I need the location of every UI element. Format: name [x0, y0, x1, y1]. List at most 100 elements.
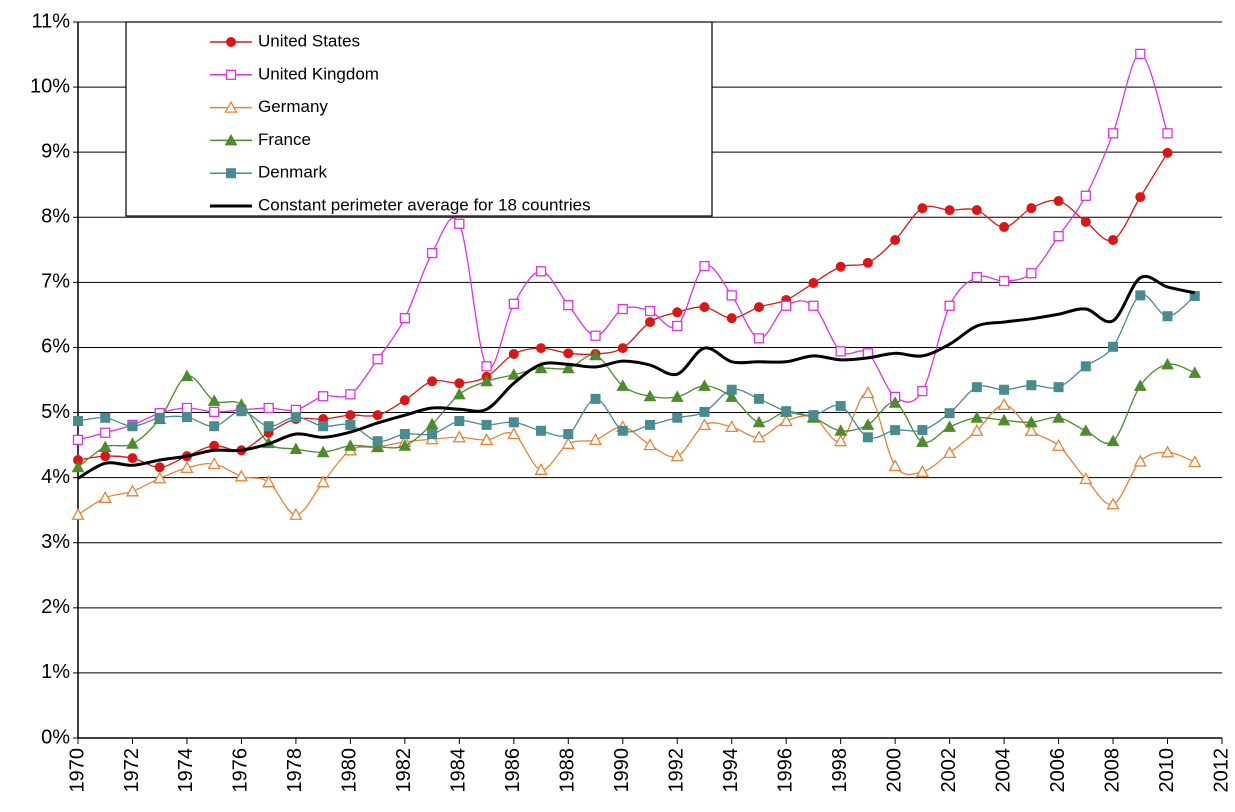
data-point [508, 417, 519, 428]
y-tick-label: 9% [41, 140, 70, 162]
data-point [563, 348, 574, 359]
data-point [890, 425, 901, 436]
marker [225, 69, 237, 80]
data-point [644, 305, 656, 317]
data-point [372, 410, 383, 421]
x-tick-label: 1994 [720, 748, 742, 793]
data-point [316, 475, 330, 488]
data-point [915, 464, 929, 477]
data-point [726, 313, 737, 324]
data-point [372, 436, 383, 447]
data-point [1162, 128, 1173, 139]
data-point [1024, 415, 1038, 428]
data-point [699, 260, 710, 272]
data-point [1106, 434, 1120, 447]
data-point [1188, 366, 1202, 378]
data-point [507, 368, 521, 380]
data-point [1053, 382, 1064, 393]
data-point [71, 507, 85, 520]
series [71, 386, 1202, 520]
data-point [888, 459, 902, 472]
data-point [563, 429, 574, 440]
data-point [127, 453, 138, 464]
data-point [834, 424, 848, 436]
data-point [480, 374, 493, 387]
data-point [808, 278, 819, 289]
data-point [834, 434, 848, 447]
y-tick-label: 6% [41, 336, 70, 358]
data-point [290, 412, 301, 423]
data-point [917, 203, 928, 214]
legend-label: United Kingdom [258, 64, 379, 83]
data-point [71, 460, 85, 473]
data-point [344, 439, 357, 451]
data-point [534, 462, 548, 475]
data-point [1080, 216, 1091, 227]
x-tick-label: 1990 [611, 748, 633, 793]
data-point [561, 436, 575, 449]
y-tick-label: 1% [41, 661, 70, 683]
data-point [835, 346, 846, 357]
data-point [209, 406, 220, 418]
data-point [316, 445, 330, 458]
y-tick-label: 2% [41, 596, 70, 618]
data-point [1079, 424, 1093, 436]
x-tick-label: 1996 [774, 748, 796, 793]
data-point [726, 384, 737, 395]
x-tick-label: 2010 [1156, 748, 1178, 793]
data-point [234, 469, 249, 482]
data-point [998, 275, 1010, 287]
x-tick-label: 1970 [66, 748, 88, 793]
data-point [643, 438, 657, 451]
data-point [262, 475, 276, 488]
data-point [752, 415, 766, 428]
data-point [1024, 423, 1038, 436]
data-point [563, 299, 574, 311]
data-point [345, 389, 356, 400]
data-point [1108, 235, 1119, 246]
data-point [427, 429, 438, 440]
data-point [317, 391, 329, 402]
data-point [590, 330, 601, 341]
data-point [808, 300, 819, 311]
data-point [236, 406, 247, 417]
data-point [100, 451, 111, 462]
data-point [263, 421, 274, 432]
data-point [725, 420, 739, 433]
legend-label: Constant perimeter average for 18 countr… [258, 195, 591, 214]
data-point [1053, 196, 1064, 206]
data-point [289, 507, 303, 520]
x-tick-label: 1998 [829, 748, 851, 793]
data-point [970, 411, 984, 423]
data-point [997, 397, 1011, 410]
x-tick-label: 2006 [1047, 748, 1069, 793]
data-point [970, 423, 984, 436]
y-tick-label: 4% [41, 466, 70, 488]
data-point [508, 298, 519, 309]
data-point [100, 427, 111, 438]
data-point [398, 439, 412, 451]
data-point [861, 418, 875, 430]
legend-label: France [258, 130, 311, 149]
data-point [590, 393, 601, 404]
data-point [1135, 290, 1146, 301]
data-point [508, 348, 519, 359]
data-point [125, 484, 140, 497]
data-point [779, 414, 793, 427]
data-point [944, 408, 955, 419]
data-point [481, 419, 492, 430]
data-point [1133, 379, 1147, 391]
data-point [726, 290, 737, 301]
data-point [454, 218, 465, 229]
data-point [752, 430, 766, 443]
data-point [454, 416, 465, 427]
x-tick-label: 2008 [1101, 748, 1123, 793]
data-point [399, 429, 410, 440]
data-point [507, 427, 521, 440]
data-point [180, 369, 194, 382]
x-tick-label: 2012 [1210, 748, 1232, 793]
data-point [209, 421, 220, 432]
data-point [1161, 357, 1174, 370]
y-tick-label: 7% [41, 271, 70, 293]
